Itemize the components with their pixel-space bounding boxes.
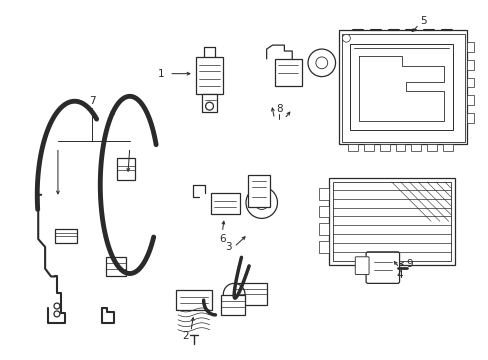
Bar — [235, 283, 266, 305]
Bar — [364, 144, 373, 152]
Bar — [466, 42, 473, 52]
Circle shape — [245, 187, 277, 219]
Bar — [274, 59, 302, 86]
Circle shape — [205, 102, 213, 110]
Text: 9: 9 — [405, 259, 412, 269]
Bar — [342, 34, 464, 141]
Text: 5: 5 — [419, 15, 426, 26]
Circle shape — [54, 303, 60, 309]
Bar — [379, 144, 389, 152]
Bar — [318, 206, 328, 217]
Bar — [332, 182, 450, 261]
Bar — [347, 144, 358, 152]
Bar — [338, 30, 466, 144]
Bar — [117, 158, 135, 180]
Bar — [466, 113, 473, 123]
Bar — [318, 241, 328, 253]
Circle shape — [54, 311, 60, 317]
Bar — [410, 144, 420, 152]
Bar — [442, 144, 452, 152]
Text: 8: 8 — [276, 104, 282, 114]
Bar — [176, 290, 211, 310]
Circle shape — [254, 196, 268, 210]
Bar — [247, 175, 269, 207]
Circle shape — [342, 34, 349, 42]
Text: 4: 4 — [395, 270, 402, 279]
Text: 7: 7 — [89, 96, 96, 106]
Bar — [195, 57, 223, 94]
Bar — [106, 257, 125, 276]
Bar — [201, 94, 217, 112]
Bar — [426, 144, 436, 152]
Bar — [210, 193, 240, 215]
Text: 1: 1 — [158, 69, 164, 79]
Bar — [395, 144, 405, 152]
Text: 2: 2 — [182, 330, 189, 341]
Bar — [349, 44, 452, 130]
Bar — [318, 188, 328, 200]
FancyBboxPatch shape — [355, 257, 368, 275]
Circle shape — [307, 49, 335, 77]
Text: 6: 6 — [219, 234, 225, 244]
FancyBboxPatch shape — [366, 252, 399, 283]
Bar — [466, 95, 473, 105]
Bar — [221, 295, 244, 315]
Circle shape — [223, 283, 244, 305]
Circle shape — [315, 57, 327, 69]
Bar — [318, 223, 328, 235]
Text: 3: 3 — [224, 242, 231, 252]
Bar — [55, 229, 77, 243]
Bar — [466, 60, 473, 70]
Bar — [466, 78, 473, 87]
Bar — [328, 178, 454, 265]
